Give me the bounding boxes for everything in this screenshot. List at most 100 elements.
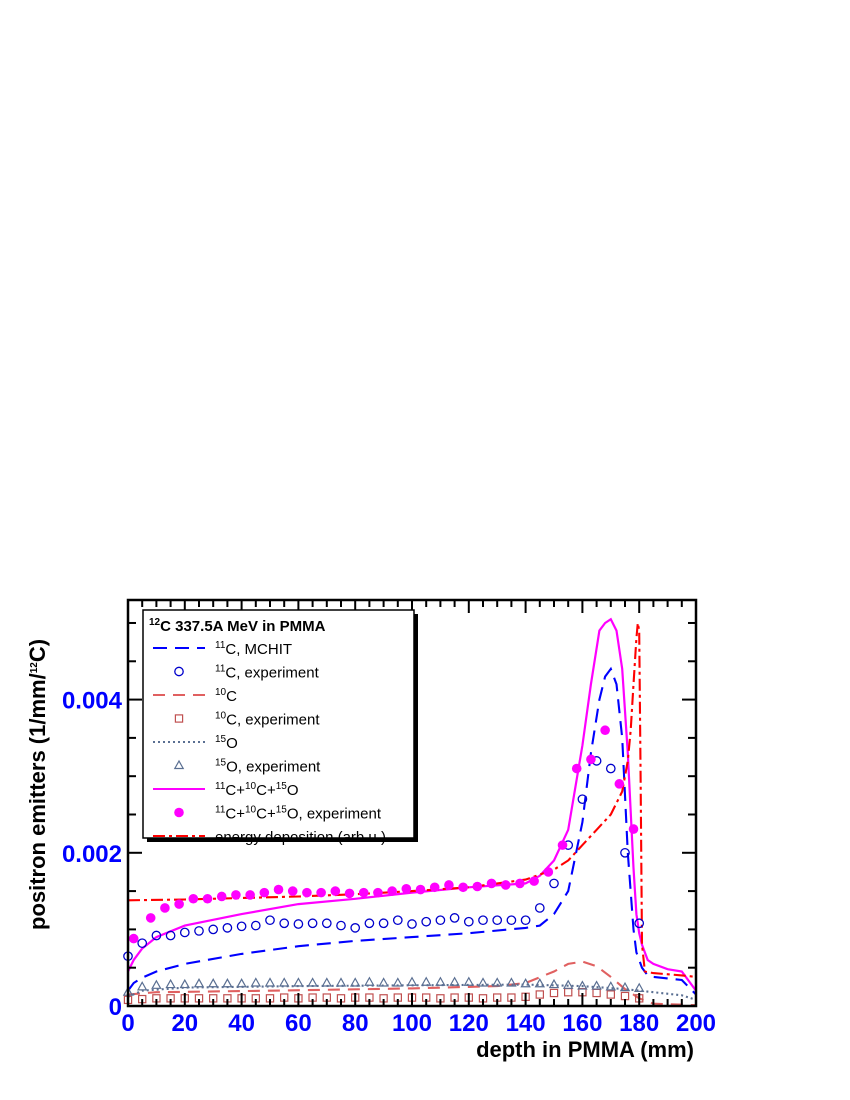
x-tick-label: 100 [392,1010,432,1037]
data-point-o15_exp [136,981,148,991]
data-point-o15_exp [619,981,631,992]
data-point-sum_exp [259,887,270,898]
x-tick-label: 0 [121,1010,134,1037]
data-point-c10_exp [620,991,630,1001]
legend-label-c10_sim: 10C [215,687,237,705]
data-point-sum_exp [160,903,170,913]
data-point-c11_exp [307,918,318,929]
data-point-sum_exp [145,913,156,923]
data-point-o15_exp [633,982,645,992]
data-point-o15_exp [335,977,347,987]
data-point-o15_exp [293,977,304,987]
data-point-c11_exp [634,918,645,929]
y-axis-title-tail: C) [25,639,50,662]
data-point-c11_exp [336,920,346,931]
data-point-o15_exp [548,978,560,989]
x-axis-title: depth in PMMA (mm) [476,1037,694,1062]
data-point-c11_exp [137,938,148,949]
data-point-o15_exp [520,978,531,988]
data-point-c11_exp [435,915,446,926]
data-point-c11_exp [492,915,503,926]
data-point-o15_exp [349,977,361,987]
data-point-o15_exp [307,977,318,987]
data-point-c11_exp [605,763,616,774]
data-point-sum_exp [373,887,383,898]
data-point-c11_exp [350,923,361,933]
x-tick-label: 180 [619,1010,659,1037]
data-point-c11_exp [549,878,559,889]
data-point-o15_exp [364,976,375,986]
legend-entry-c10_sim: 10C [153,687,237,705]
data-point-c11_exp [392,915,403,926]
legend-entry-c11_exp: 11C, experiment [174,664,320,682]
data-point-sum_exp [387,886,397,896]
data-point-sum_exp [358,887,369,898]
data-point-c11_exp [222,923,233,933]
data-point-sum_exp [415,884,426,895]
legend-label-sum_exp: 11C+10C+15O, experiment [215,805,382,823]
data-point-o15_exp [605,981,617,991]
data-point-sum_exp [245,890,255,900]
data-point-o15_exp [264,977,276,987]
data-point-sum_exp [316,887,326,898]
x-tick-label: 20 [171,1010,198,1037]
data-point-sum_exp [287,886,298,896]
data-point-sum_exp [401,883,412,894]
data-point-sum_exp [614,779,625,789]
data-point-sum_exp [515,878,525,889]
data-point-sum_exp [188,893,199,904]
series-line-o15_sim [127,983,697,1001]
y-tick-label: 0.004 [62,688,123,715]
data-point-o15_exp [179,978,191,989]
series-line-c11_sim [127,666,697,996]
legend-label-o15_exp: 15O, experiment [215,758,321,776]
axes-layer: 0 20 40 60 80 100 120 140 160 180 200 0 0.002 0.004 [62,598,716,1037]
data-point-sum_exp [174,899,184,909]
data-point-o15_exp [250,977,262,987]
series-line-c10_sim [127,960,697,1007]
data-point-o15_exp [506,977,517,987]
data-point-sum_exp [202,893,213,904]
data-point-sum_exp [600,725,610,736]
series-points-o15_exp [122,976,645,996]
y-tick-label: 0 [109,994,122,1021]
data-point-c11_exp [321,918,332,929]
legend-entry-c10_exp: 10C, experiment [174,711,320,729]
data-point-o15_exp [449,976,460,986]
data-point-o15_exp [236,978,247,988]
legend-entry-edep: energy deposition (arb.u.) [153,829,386,846]
data-point-o15_exp [435,976,446,986]
data-point-sum_exp [330,886,341,896]
data-point-c11_exp [279,918,290,929]
data-point-c11_exp [506,915,517,926]
data-point-c10_exp [549,988,559,998]
data-point-c11_exp [577,794,588,805]
data-point-o15_exp [278,977,290,987]
data-point-c11_exp [165,930,176,941]
legend-swatch-sum_exp [174,807,184,818]
data-point-c11_exp [293,919,304,929]
data-point-o15_exp [477,977,489,987]
data-point-c11_exp [449,913,460,923]
data-point-o15_exp [491,977,503,987]
data-point-sum_exp [500,880,511,890]
data-point-sum_exp [444,880,454,890]
data-point-c11_exp [463,916,474,927]
data-point-sum_exp [344,888,355,899]
data-point-c11_exp [151,930,162,941]
data-point-c11_exp [194,926,204,936]
data-point-sum_exp [273,884,284,895]
x-tick-label: 140 [506,1010,546,1037]
data-point-c10_exp [592,988,601,998]
data-point-c11_exp [208,924,219,935]
data-point-sum_exp [128,933,139,944]
data-point-c10_exp [563,988,573,997]
data-point-c11_exp [250,920,261,931]
series-layer [122,617,697,1007]
legend-label-c11_exp: 11C, experiment [215,664,320,682]
data-point-sum_exp [571,763,582,774]
data-point-o15_exp [392,977,404,987]
x-tick-label: 160 [562,1010,602,1037]
data-point-o15_exp [207,978,219,988]
data-point-sum_exp [458,882,468,893]
